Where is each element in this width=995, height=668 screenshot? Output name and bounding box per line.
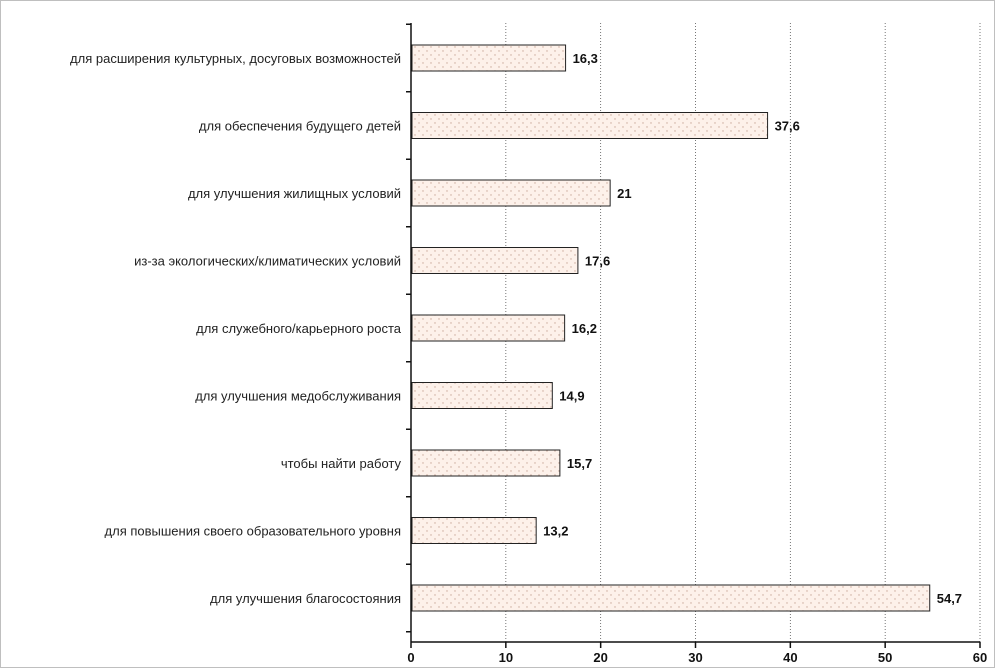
bar-2 xyxy=(411,112,769,139)
x-tick-label-40: 40 xyxy=(783,650,797,665)
value-label-7: 15,7 xyxy=(567,456,592,471)
axes xyxy=(406,23,981,648)
category-label-7: чтобы найти работу xyxy=(281,456,402,471)
category-label-6: для улучшения медобслуживания xyxy=(195,389,401,404)
x-tick-label-20: 20 xyxy=(593,650,607,665)
value-label-6: 14,9 xyxy=(559,389,584,404)
x-tick-label-50: 50 xyxy=(878,650,892,665)
value-label-1: 16,3 xyxy=(573,51,598,66)
value-label-8: 13,2 xyxy=(543,524,568,539)
labels: 16,3 для расширения культурных, досуговых… xyxy=(70,51,987,665)
bar-9 xyxy=(411,584,931,612)
value-label-4: 17,6 xyxy=(585,254,610,269)
x-tick-label-10: 10 xyxy=(499,650,513,665)
value-label-9: 54,7 xyxy=(937,591,962,606)
category-label-4: из-за экологических/климатических услови… xyxy=(134,254,401,269)
bar-6 xyxy=(411,382,553,409)
value-label-3: 21 xyxy=(617,186,631,201)
bar-8 xyxy=(411,517,537,544)
category-label-2: для обеспечения будущего детей xyxy=(199,119,401,134)
bars xyxy=(411,44,931,612)
x-tick-label-30: 30 xyxy=(688,650,702,665)
bar-4 xyxy=(411,247,579,274)
value-label-2: 37,6 xyxy=(775,119,800,134)
x-tick-label-60: 60 xyxy=(973,650,987,665)
bar-5 xyxy=(411,314,566,342)
bar-7 xyxy=(411,449,561,477)
x-tick-label-0: 0 xyxy=(407,650,414,665)
category-label-5: для служебного/карьерного роста xyxy=(196,321,402,336)
category-label-8: для повышения своего образовательного ур… xyxy=(105,524,401,539)
value-label-5: 16,2 xyxy=(572,321,597,336)
bar-1 xyxy=(411,44,567,72)
bar-3 xyxy=(411,179,611,207)
category-label-9: для улучшения благосостояния xyxy=(210,591,401,606)
category-label-1: для расширения культурных, досуговых воз… xyxy=(70,51,401,66)
category-label-3: для улучшения жилищных условий xyxy=(188,186,401,201)
